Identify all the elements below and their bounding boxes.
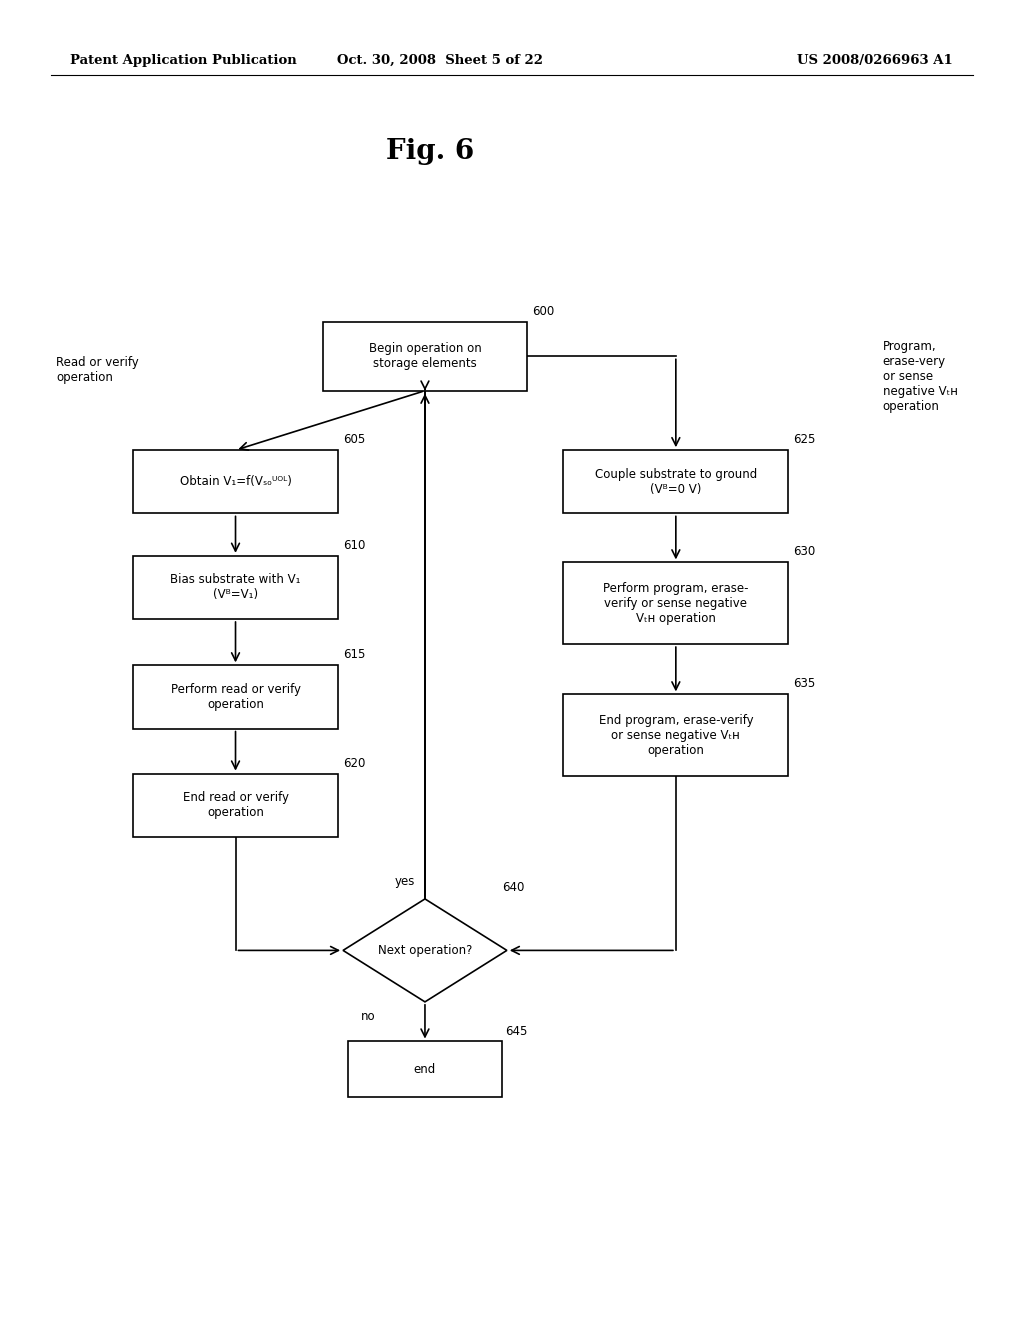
Text: Obtain V₁=f(Vₛₒᵁᴼᴸ): Obtain V₁=f(Vₛₒᵁᴼᴸ) [179, 475, 292, 488]
Bar [563, 562, 788, 644]
Text: 600: 600 [532, 305, 555, 318]
Text: Perform program, erase-
verify or sense negative
Vₜʜ operation: Perform program, erase- verify or sense … [603, 582, 749, 624]
Text: 635: 635 [794, 677, 816, 690]
Bar [133, 556, 338, 619]
Text: 615: 615 [343, 648, 366, 661]
Text: no: no [361, 1010, 376, 1023]
Text: Perform read or verify
operation: Perform read or verify operation [171, 682, 300, 711]
Text: 605: 605 [343, 433, 366, 446]
Text: End program, erase-verify
or sense negative Vₜʜ
operation: End program, erase-verify or sense negat… [598, 714, 754, 756]
Text: US 2008/0266963 A1: US 2008/0266963 A1 [797, 54, 952, 67]
Bar [348, 1041, 502, 1097]
Bar [133, 774, 338, 837]
Bar [323, 322, 527, 391]
Bar [133, 665, 338, 729]
Text: 645: 645 [505, 1024, 527, 1038]
Bar [563, 450, 788, 513]
Text: Next operation?: Next operation? [378, 944, 472, 957]
Bar [563, 694, 788, 776]
Text: Fig. 6: Fig. 6 [386, 139, 474, 165]
Text: yes: yes [394, 875, 415, 888]
Text: 630: 630 [794, 545, 816, 558]
Text: 610: 610 [343, 539, 366, 552]
Text: 620: 620 [343, 756, 366, 770]
Text: Oct. 30, 2008  Sheet 5 of 22: Oct. 30, 2008 Sheet 5 of 22 [337, 54, 544, 67]
Text: Patent Application Publication: Patent Application Publication [70, 54, 296, 67]
Text: Couple substrate to ground
(Vᴮ=0 V): Couple substrate to ground (Vᴮ=0 V) [595, 467, 757, 496]
Text: 640: 640 [502, 880, 524, 894]
Text: Bias substrate with V₁
(Vᴮ=V₁): Bias substrate with V₁ (Vᴮ=V₁) [170, 573, 301, 602]
Text: 625: 625 [794, 433, 816, 446]
Bar [133, 450, 338, 513]
Polygon shape [343, 899, 507, 1002]
Text: end: end [414, 1063, 436, 1076]
Text: Begin operation on
storage elements: Begin operation on storage elements [369, 342, 481, 371]
Text: End read or verify
operation: End read or verify operation [182, 791, 289, 820]
Text: Program,
erase-very
or sense
negative Vₜʜ
operation: Program, erase-very or sense negative Vₜ… [883, 339, 957, 413]
Text: Read or verify
operation: Read or verify operation [56, 355, 139, 384]
